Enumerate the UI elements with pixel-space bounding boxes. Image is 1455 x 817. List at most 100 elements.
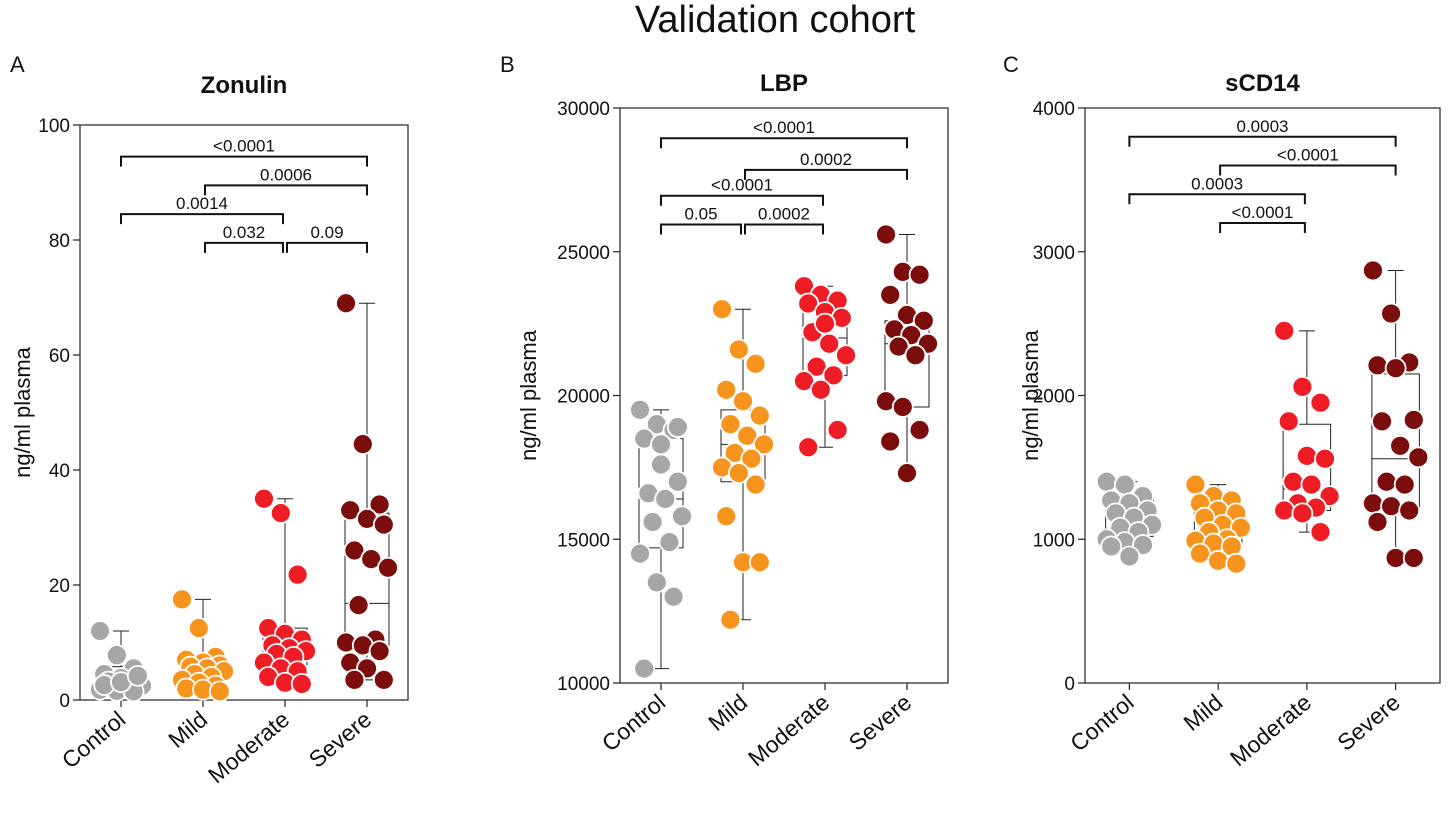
data-point-moderate [1309, 391, 1332, 414]
data-point-mild [715, 378, 738, 401]
data-point-severe [1375, 470, 1398, 493]
data-point-mild [719, 608, 742, 631]
data-point-moderate [1277, 410, 1300, 433]
data-point-severe [1389, 434, 1412, 457]
data-point-severe [1362, 492, 1384, 515]
data-point-control [105, 644, 128, 667]
data-point-severe [1402, 409, 1425, 431]
panel-title: sCD14 [1225, 70, 1300, 97]
data-point-control [650, 453, 672, 476]
figure-title: Validation cohort [635, 0, 916, 41]
data-point-severe [908, 419, 931, 441]
plot-frame [79, 124, 409, 701]
data-point-moderate [809, 378, 832, 401]
data-point-mild [727, 338, 750, 361]
data-point-moderate [1273, 499, 1296, 522]
data-point-control [1100, 535, 1123, 558]
data-point-mild [711, 298, 733, 321]
data-point-severe [343, 539, 366, 562]
data-point-severe [343, 668, 366, 691]
p-value-label: <0.0001 [1232, 203, 1294, 222]
data-point-control [126, 664, 149, 687]
data-point-moderate [286, 563, 309, 586]
data-point-moderate [1273, 319, 1296, 342]
data-point-mild [748, 551, 771, 574]
y-tick-label: 0 [1064, 674, 1075, 695]
y-tick-label: 60 [49, 346, 70, 367]
data-point-moderate [1309, 521, 1332, 543]
data-point-mild [736, 424, 759, 447]
data-point-moderate [1282, 470, 1305, 493]
y-tick-label: 4000 [1033, 99, 1075, 120]
data-point-severe [368, 493, 391, 516]
significance-bracket [1128, 193, 1306, 205]
data-point-severe [912, 309, 935, 332]
x-tick-label-control: Control [57, 706, 131, 774]
p-value-label: 0.0002 [800, 150, 852, 169]
data-point-severe [351, 433, 374, 456]
data-point-control [645, 571, 668, 594]
data-point-control [89, 620, 111, 642]
data-point-moderate [793, 370, 815, 393]
data-point-mild [744, 473, 767, 496]
data-point-mild [732, 390, 754, 413]
data-point-moderate [835, 344, 857, 367]
data-point-moderate [290, 673, 313, 695]
x-tick-label-severe: Severe [304, 706, 377, 773]
data-point-moderate [253, 487, 275, 510]
data-point-severe [377, 556, 399, 579]
x-tick-label-moderate: Moderate [1225, 689, 1316, 771]
significance-bracket [1128, 135, 1397, 147]
y-tick-label: 20 [49, 576, 70, 597]
panels: A Zonulin ng/ml plasma 0 20 40 60 80 100 Control M… [10, 52, 1441, 788]
data-point-severe [1366, 511, 1389, 533]
data-point-severe [1393, 473, 1416, 496]
data-point-control [1118, 545, 1141, 568]
data-point-mild [208, 680, 231, 703]
data-point-severe [360, 548, 383, 571]
p-value-label: 0.0006 [260, 165, 312, 184]
data-point-control [641, 511, 664, 533]
significance-bracket [744, 168, 908, 180]
significance-bracket [1219, 222, 1306, 233]
data-point-moderate [1314, 447, 1336, 470]
data-point-severe [1407, 446, 1430, 469]
data-point-severe [372, 668, 395, 691]
data-point-control [629, 398, 651, 421]
p-value-label: 0.05 [684, 204, 717, 223]
significance-bracket [660, 194, 824, 206]
x-tick-label-control: Control [1065, 689, 1139, 757]
p-value-label: 0.032 [223, 223, 266, 242]
data-point-severe [879, 430, 902, 453]
data-point-severe [335, 292, 357, 315]
data-point-moderate [1300, 473, 1323, 496]
data-point-mild [740, 447, 763, 470]
data-point-moderate [1291, 502, 1314, 525]
data-point-severe [1402, 547, 1425, 569]
panel-b: B LBP ng/ml plasma 10000 15000 20000 25000 3000… [500, 52, 949, 771]
data-point-control [666, 416, 689, 439]
p-value-label: 0.0002 [758, 204, 810, 223]
data-point-severe [887, 335, 910, 358]
p-value-label: 0.0014 [176, 194, 228, 213]
data-point-mild [744, 352, 767, 375]
x-tick-label-control: Control [597, 689, 671, 757]
data-point-severe [368, 640, 391, 663]
significance-bracket [120, 213, 284, 225]
y-axis-label: ng/ml plasma [1018, 329, 1043, 461]
y-tick-label: 20000 [557, 387, 610, 408]
data-point-control [671, 505, 693, 528]
data-point-moderate [269, 502, 292, 525]
data-point-moderate [1291, 375, 1314, 398]
panel-title: Zonulin [201, 72, 288, 99]
significance-bracket [204, 184, 368, 196]
p-value-label: <0.0001 [1277, 146, 1339, 165]
data-point-severe [908, 263, 931, 286]
data-point-severe [1380, 495, 1402, 518]
data-point-control [650, 433, 672, 456]
data-point-severe [879, 283, 902, 306]
data-point-control [662, 585, 685, 608]
data-point-mild [727, 462, 750, 485]
data-point-severe [896, 462, 918, 485]
